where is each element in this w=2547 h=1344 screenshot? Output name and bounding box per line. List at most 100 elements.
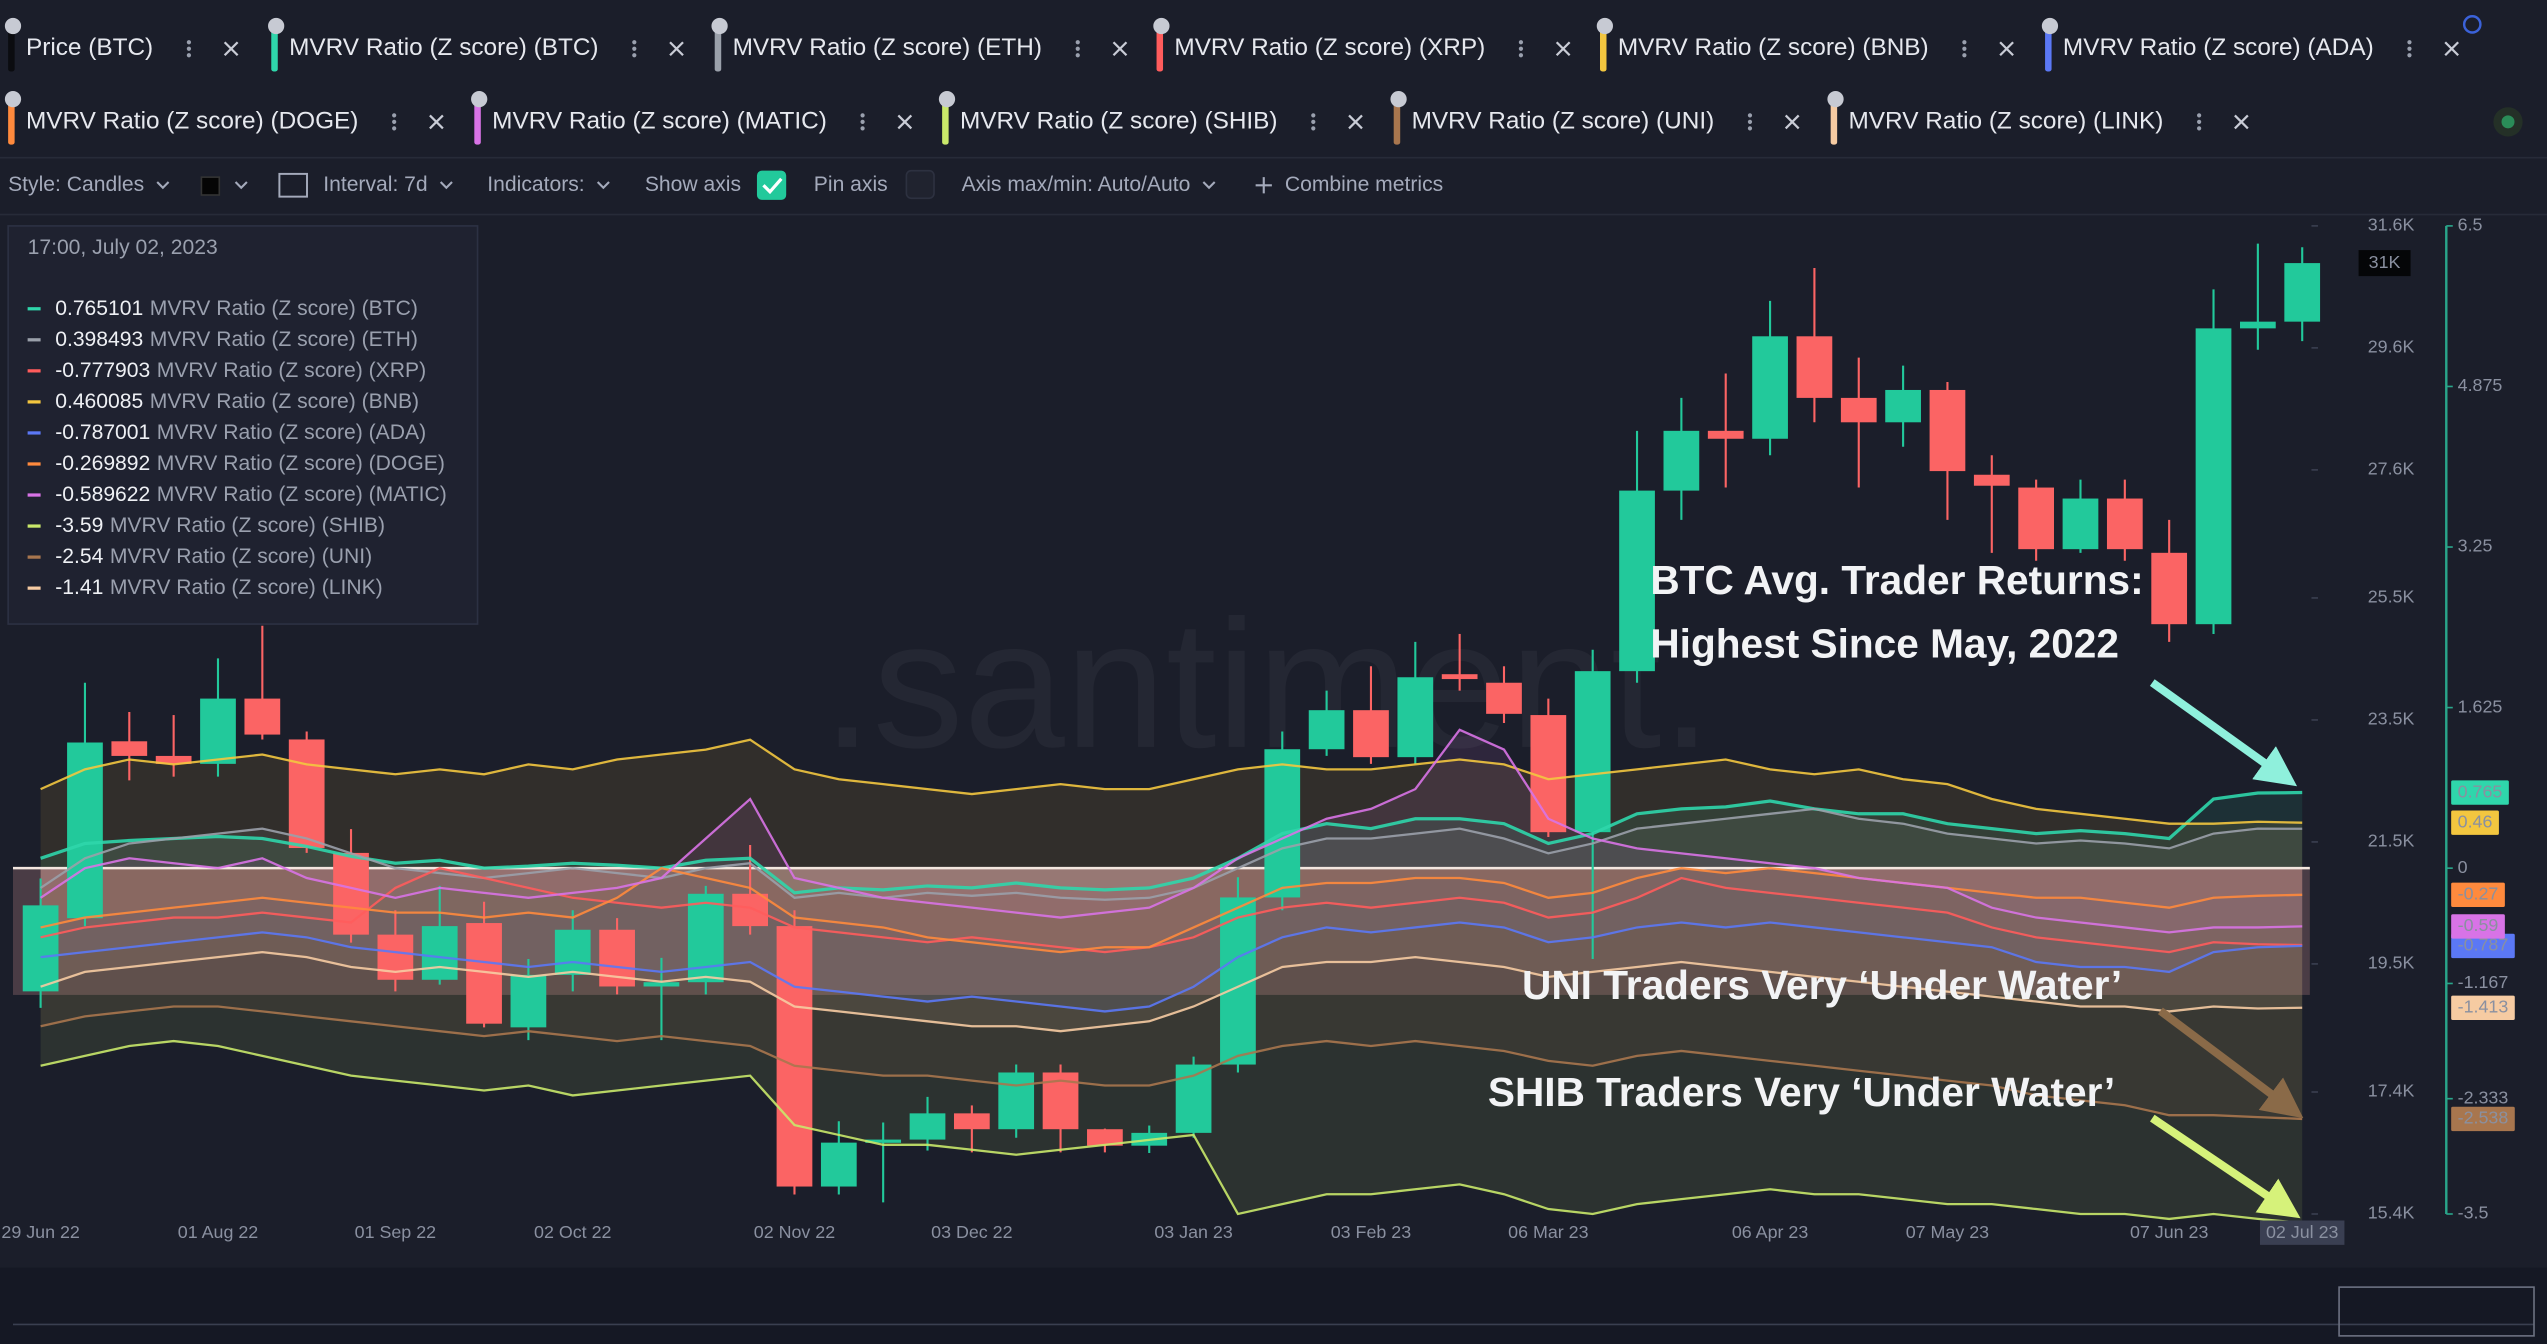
legend-value: -0.589622 [55,483,150,506]
candle-body [1973,474,2010,486]
tab-color-bar [271,26,278,72]
checkbox[interactable] [905,169,935,200]
tab-close[interactable] [2234,114,2249,130]
tab-menu-dot [1075,46,1080,51]
candle-body [2151,552,2188,625]
series-badge-label: 0.46 [2458,811,2493,831]
toolbar-item[interactable]: Combine metrics [1285,173,1443,196]
candle-body [865,1139,902,1143]
candle-body [67,742,103,919]
toolbar-item[interactable]: Style: Candles [8,173,144,196]
tab-menu-dot [632,46,637,51]
dropdown-caret [1202,181,1216,190]
legend-item: -0.777903 MVRV Ratio (Z score) (XRP) [55,358,426,381]
legend-item: -0.589622 MVRV Ratio (Z score) (MATIC) [55,483,447,506]
candle-body [155,755,192,764]
toolbar-item[interactable]: Show axis [645,173,741,196]
candle-body [1663,430,1700,491]
tab-menu-dot [1518,46,1524,51]
candle-body [200,698,236,764]
candle-body [2106,498,2143,550]
y2-tick-label: 3.25 [2458,536,2493,556]
tab-menu-dot [1962,40,1967,45]
tab-menu-dot [1075,53,1080,58]
tab-label[interactable]: Price (BTC) [26,34,153,61]
tab-close[interactable] [2444,41,2460,57]
toolbar-item[interactable]: Axis max/min: Auto/Auto [962,173,1191,196]
checkbox-checked[interactable] [756,170,787,200]
candle-body [1796,336,1833,398]
tab-close[interactable] [429,114,444,130]
tab-label[interactable]: MVRV Ratio (Z score) (XRP) [1174,34,1485,61]
lock-icon [1596,17,1613,35]
tab-menu-dot [1075,40,1080,45]
tab-color-bar [714,26,722,72]
tab-close[interactable] [1112,41,1128,57]
toolbar-item[interactable]: Pin axis [814,173,888,196]
candle-body [510,974,547,1028]
tab-color-bar [8,26,15,72]
lock-icon [1153,17,1170,35]
tab-label[interactable]: MVRV Ratio (Z score) (MATIC) [492,107,827,134]
tab-menu-dot [186,40,192,45]
tooltip-date: 17:00, July 02, 2023 [28,236,218,259]
tab-close[interactable] [1999,41,2014,57]
tab-close[interactable] [1555,41,1571,57]
dropdown-caret [596,181,610,190]
toolbar-item[interactable]: Interval: 7d [323,173,427,196]
y2-tick-label: -2.333 [2458,1087,2509,1107]
y-tick-label: 25.5K [2368,587,2415,607]
tab-close[interactable] [1784,114,1800,130]
series-line [39,728,2303,934]
navigator[interactable] [0,1267,2547,1344]
x-tick-label: 06 Apr 23 [1732,1222,1809,1242]
y-tick-label: 23.5K [2368,709,2415,729]
tab-label[interactable]: MVRV Ratio (Z score) (LINK) [1849,107,2164,134]
tab-label[interactable]: MVRV Ratio (Z score) (BTC) [289,34,598,61]
y-tick-label: 29.6K [2368,337,2415,357]
tab-color-bar [8,99,15,145]
tab-close[interactable] [223,41,239,57]
tab-color-bar [474,99,481,145]
tab-label[interactable]: MVRV Ratio (Z score) (BNB) [1618,34,1929,61]
y2-tick-label: -1.167 [2458,972,2509,992]
tab-label[interactable]: MVRV Ratio (Z score) (DOGE) [26,107,358,134]
tab-menu-dot [392,119,397,124]
y-tick-label: 31.6K [2368,215,2415,235]
tab-label[interactable]: MVRV Ratio (Z score) (ETH) [733,34,1042,61]
legend-name: MVRV Ratio (Z score) (BNB) [150,389,419,412]
legend-name: MVRV Ratio (Z score) (BTC) [150,296,418,319]
check-mark [762,177,783,195]
candle-body [998,1072,1035,1130]
candle-body [554,929,591,975]
tab-menu-dot [392,126,397,131]
tab-label[interactable]: MVRV Ratio (Z score) (ADA) [2063,34,2374,61]
tab-close[interactable] [669,41,684,57]
series-badge [2451,882,2505,908]
settings-icon[interactable] [2462,15,2482,34]
tab-color-bar [1599,26,1607,72]
tab-label[interactable]: MVRV Ratio (Z score) (UNI) [1412,107,1715,134]
tab-close[interactable] [1348,114,1363,130]
annotation-arrow [2157,1007,2304,1119]
legend-item: -1.41 MVRV Ratio (Z score) (LINK) [55,576,382,599]
plus-icon [1255,177,1272,194]
tab-menu-dot [186,53,192,58]
dropdown-caret [156,181,170,190]
candle-body [2284,263,2321,322]
lock-icon [4,17,22,35]
tab-label[interactable]: MVRV Ratio (Z score) (SHIB) [960,107,1278,134]
legend-value: -1.41 [55,576,103,599]
series-badge [2451,810,2499,835]
toolbar-item[interactable]: Indicators: [487,173,584,196]
tab-menu-dot [632,40,637,45]
legend-value: 0.460085 [55,389,143,412]
legend-item: 0.765101 MVRV Ratio (Z score) (BTC) [55,296,418,319]
tab-menu-dot [860,113,865,118]
series-badge-label: 0.765 [2458,781,2503,801]
tab-menu-dot [2197,126,2202,131]
tab-close[interactable] [897,114,913,130]
series-area [40,739,2303,869]
candle-body [820,1142,857,1187]
navigator-window[interactable] [2338,1286,2535,1337]
